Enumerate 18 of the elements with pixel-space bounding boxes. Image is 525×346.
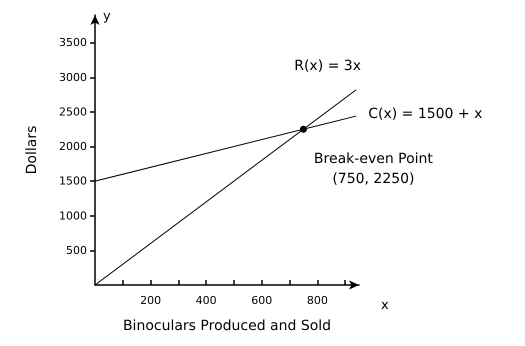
y-tick-label: 3500 <box>59 36 87 50</box>
series-label: C(x) = 1500 + x <box>368 106 482 122</box>
y-tick-label: 2000 <box>59 140 87 154</box>
y-axis-title: Dollars <box>24 126 40 174</box>
series-label: R(x) = 3x <box>294 58 361 74</box>
x-axis-title: Binoculars Produced and Sold <box>122 318 332 334</box>
x-tick-label: 600 <box>251 294 272 307</box>
y-tick-label: 500 <box>66 244 87 257</box>
annotation: Break-even Point (750, 2250) <box>314 151 434 188</box>
x-tick-label: 400 <box>196 294 217 307</box>
annotation: y <box>103 9 111 24</box>
y-tick-label: 2500 <box>59 105 87 118</box>
y-tick-label: 1000 <box>59 209 87 222</box>
text: x <box>381 298 389 313</box>
y-tick-label: 3000 <box>59 70 87 84</box>
x-tick-label: 800 <box>306 294 328 307</box>
y-tick-label: 1500 <box>59 174 87 188</box>
x-tick-label: 200 <box>140 294 162 307</box>
